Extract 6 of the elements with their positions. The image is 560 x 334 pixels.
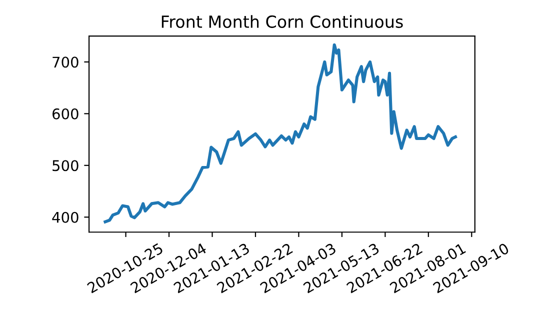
y-tick-label: 600 (52, 108, 78, 120)
y-tick-label: 700 (52, 56, 78, 68)
chart-title: Front Month Corn Continuous (162, 15, 403, 28)
y-tick-label: 400 (52, 212, 78, 223)
y-tick-label: 500 (52, 160, 78, 172)
line-series (104, 43, 457, 224)
